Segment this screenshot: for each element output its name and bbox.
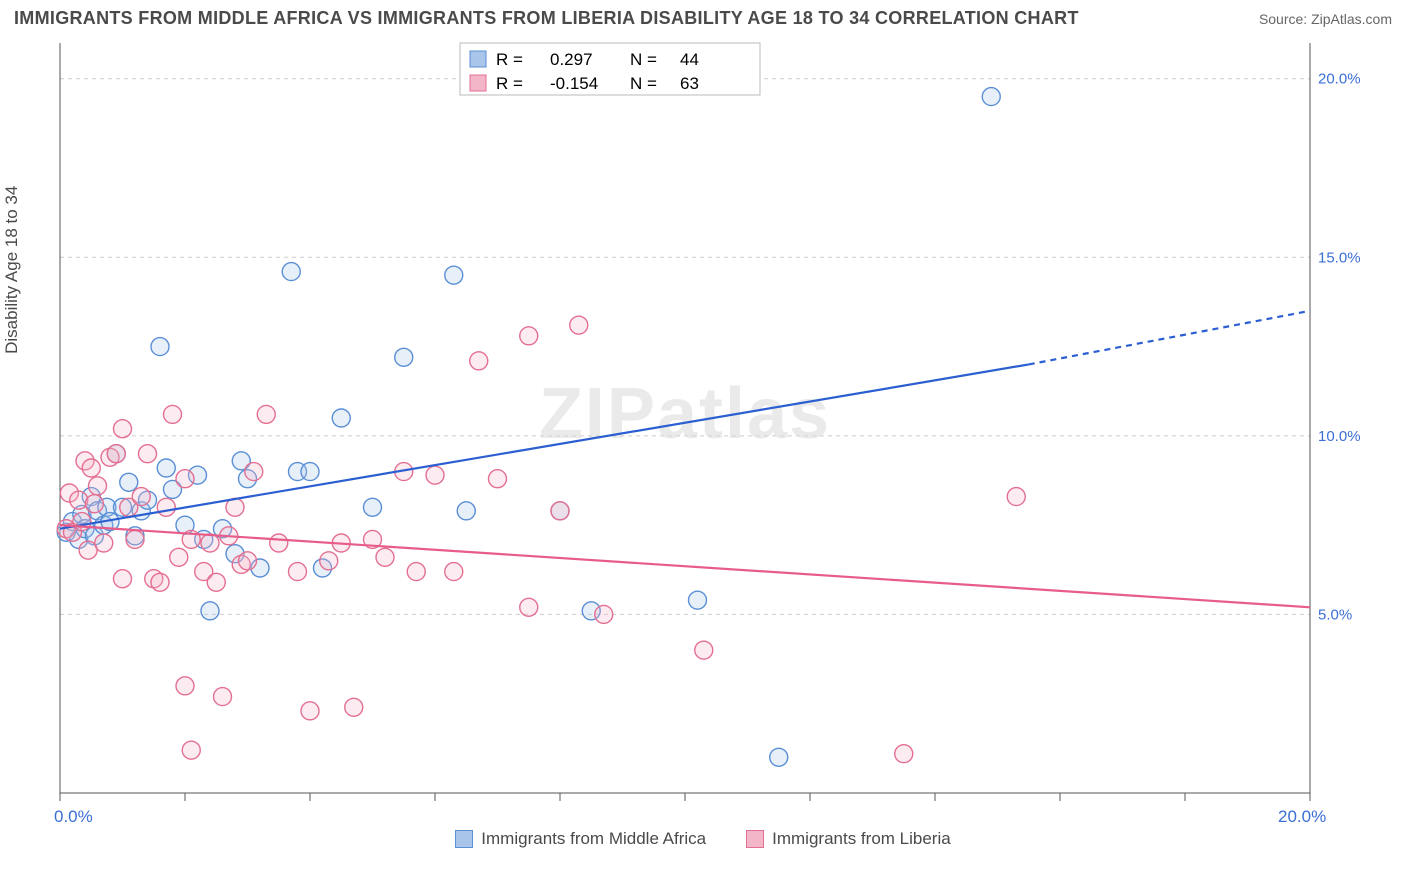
svg-text:20.0%: 20.0% — [1318, 71, 1361, 88]
legend-item-middle-africa: Immigrants from Middle Africa — [455, 829, 706, 849]
svg-text:0.297: 0.297 — [550, 50, 593, 69]
legend-label: Immigrants from Liberia — [772, 829, 951, 849]
scatter-chart: 5.0% 10.0% 15.0% 20.0% ZIPatlas R = 0.297 N = 44… — [50, 33, 1380, 823]
svg-text:10.0%: 10.0% — [1318, 428, 1361, 445]
legend-item-liberia: Immigrants from Liberia — [746, 829, 951, 849]
svg-text:5.0%: 5.0% — [1318, 606, 1352, 623]
svg-text:44: 44 — [680, 50, 699, 69]
svg-text:N =: N = — [630, 50, 657, 69]
svg-text:R =: R = — [496, 74, 523, 93]
svg-text:63: 63 — [680, 74, 699, 93]
bottom-legend: Immigrants from Middle Africa Immigrants… — [0, 829, 1406, 849]
swatch-icon — [746, 830, 764, 848]
source-link[interactable]: ZipAtlas.com — [1311, 11, 1392, 27]
y-axis-label: Disability Age 18 to 34 — [2, 186, 22, 354]
source-label: Source: ZipAtlas.com — [1259, 11, 1392, 27]
plot-area: Disability Age 18 to 34 5.0%10.0%15.0%20… — [50, 33, 1386, 823]
svg-text:15.0%: 15.0% — [1318, 249, 1361, 266]
source-prefix: Source: — [1259, 11, 1311, 27]
legend-label: Immigrants from Middle Africa — [481, 829, 706, 849]
svg-text:ZIPatlas: ZIPatlas — [539, 374, 831, 454]
svg-text:-0.154: -0.154 — [550, 74, 598, 93]
svg-text:R =: R = — [496, 50, 523, 69]
swatch-icon — [455, 830, 473, 848]
svg-text:N =: N = — [630, 74, 657, 93]
title-bar: IMMIGRANTS FROM MIDDLE AFRICA VS IMMIGRA… — [0, 0, 1406, 33]
x-axis-start-label: 0.0% — [54, 807, 93, 827]
chart-title: IMMIGRANTS FROM MIDDLE AFRICA VS IMMIGRA… — [14, 8, 1079, 29]
x-axis-end-label: 20.0% — [1278, 807, 1326, 827]
